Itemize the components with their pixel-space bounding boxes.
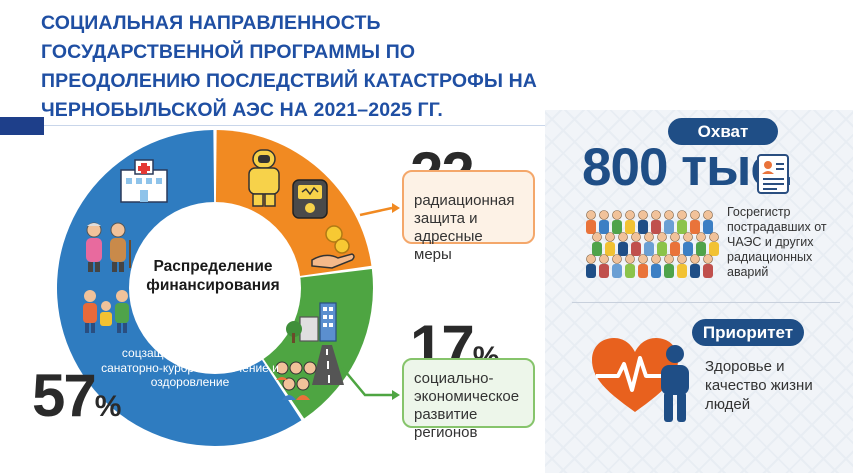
blue-percent: 57%: [32, 366, 121, 437]
orange-callout: радиационная защита и адресные меры: [402, 170, 535, 263]
coverage-description: Госрегистр пострадавших от ЧАЭС и других…: [727, 205, 827, 279]
document-icon: [757, 154, 789, 194]
title-accent-bar: [0, 117, 44, 135]
green-callout-text: социально-экономическое развитие регионо…: [414, 370, 520, 441]
panel-divider: [572, 302, 840, 303]
orange-connector: [359, 203, 400, 217]
hazmat-worker-icon: [248, 149, 280, 207]
coins-hand-icon: [311, 225, 355, 269]
coverage-heading: Охват: [668, 118, 778, 145]
priority-description: Здоровье и качество жизни людей: [705, 358, 813, 413]
percent-sign: %: [94, 390, 122, 423]
title-line: ГОСУДАРСТВЕННОЙ ПРОГРАММЫ ПО: [41, 41, 416, 63]
title-line: СОЦИАЛЬНАЯ НАПРАВЛЕННОСТЬ: [41, 12, 381, 34]
road-icon: [312, 345, 344, 385]
page-title: СОЦИАЛЬНАЯ НАПРАВЛЕННОСТЬ ГОСУДАРСТВЕННО…: [41, 9, 601, 125]
family-icon: [83, 290, 129, 333]
donut-center-label: Распределение финансирования: [146, 258, 280, 294]
person-icon: [661, 345, 689, 422]
green-connector: [339, 364, 400, 400]
priority-heading: Приоритет: [692, 319, 804, 346]
town-buildings-icon: [286, 302, 337, 343]
hospital-icon: [120, 159, 168, 203]
donut-hole: [129, 202, 301, 374]
orange-callout-text: радиационная защита и адресные меры: [414, 192, 515, 263]
elderly-couple-icon: [86, 222, 131, 272]
crowd-icon: [586, 210, 719, 278]
heartbeat-icon: [592, 338, 678, 412]
green-callout: социально-экономическое развитие регионо…: [402, 358, 535, 441]
blue-segment-text: соцзащита, медпомощь, санаторно-курортно…: [101, 346, 279, 389]
title-line: ПРЕОДОЛЕНИЮ ПОСЛЕДСТВИЙ КАТАСТРОФЫ НА: [41, 70, 537, 92]
info-panel: [545, 110, 853, 473]
title-line: ЧЕРНОБЫЛЬСКОЙ АЭС НА 2021–2025 ГГ.: [41, 99, 443, 121]
title-underline: [44, 125, 564, 126]
percent-value: 57: [32, 362, 97, 429]
dosimeter-icon: [292, 179, 328, 219]
community-group-icon: [275, 361, 317, 400]
